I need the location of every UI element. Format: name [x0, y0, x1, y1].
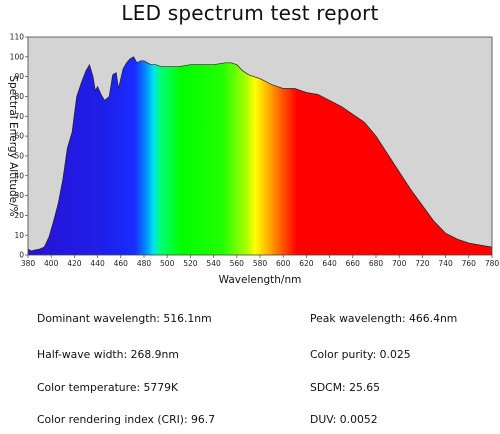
- y-tick-label: 0: [19, 251, 24, 260]
- metric-label: Color temperature: 5779K: [37, 381, 179, 394]
- x-tick-label: 560: [230, 259, 245, 268]
- y-tick-label: 80: [14, 92, 24, 101]
- spectrum-outline: [27, 56, 493, 252]
- y-tick-label: 60: [14, 132, 24, 141]
- x-tick-label: 620: [299, 259, 314, 268]
- x-tick-label: 720: [415, 259, 430, 268]
- y-tick-label: 110: [10, 33, 25, 42]
- y-tick-label: 20: [14, 211, 24, 220]
- x-tick-label: 380: [21, 259, 36, 268]
- metric-label: Color rendering index (CRI): 96.7: [37, 413, 216, 426]
- spectrum-area: [28, 56, 492, 255]
- y-tick-label: 100: [10, 52, 25, 61]
- x-tick-label: 540: [206, 259, 221, 268]
- x-tick-label: 440: [90, 259, 105, 268]
- metric-label: Peak wavelength: 466.4nm: [310, 312, 458, 325]
- y-tick-label: 70: [14, 112, 24, 121]
- x-tick-label: 640: [322, 259, 337, 268]
- metric-label: SDCM: 25.65: [310, 381, 381, 394]
- spectrum-chart: 0 10 20 30 40 50 60 70 80 90 100 110 380 400 420 440 46…: [7, 33, 500, 286]
- x-axis-label: Wavelength/nm: [219, 274, 302, 286]
- x-tick-label: 680: [369, 259, 384, 268]
- y-tick-label: 40: [14, 171, 24, 180]
- y-tick-label: 90: [14, 72, 24, 81]
- metric-label: Half-wave width: 268.9nm: [37, 348, 179, 361]
- x-tick-label: 700: [392, 259, 407, 268]
- metric-label: DUV: 0.0052: [310, 413, 378, 426]
- x-tick-label: 660: [346, 259, 361, 268]
- x-tick-label: 420: [67, 259, 82, 268]
- y-tick-label: 50: [14, 152, 24, 161]
- metric-label: Color purity: 0.025: [310, 348, 411, 361]
- y-axis-label: Spectral Energy Altitude/%: [7, 75, 19, 216]
- chart-title: LED spectrum test report: [121, 1, 379, 25]
- x-tick-label: 780: [485, 259, 500, 268]
- x-tick-label: 480: [137, 259, 152, 268]
- x-tick-label: 520: [183, 259, 198, 268]
- y-tick-label: 10: [14, 231, 24, 240]
- x-tick-label: 580: [253, 259, 268, 268]
- x-tick-label: 760: [462, 259, 477, 268]
- x-tick-label: 600: [276, 259, 291, 268]
- metric-label: Dominant wavelength: 516.1nm: [37, 312, 212, 325]
- x-tick-label: 500: [160, 259, 175, 268]
- x-tick-label: 740: [438, 259, 453, 268]
- y-tick-label: 30: [14, 191, 24, 200]
- x-tick-label: 400: [44, 259, 59, 268]
- x-tick-label: 460: [114, 259, 129, 268]
